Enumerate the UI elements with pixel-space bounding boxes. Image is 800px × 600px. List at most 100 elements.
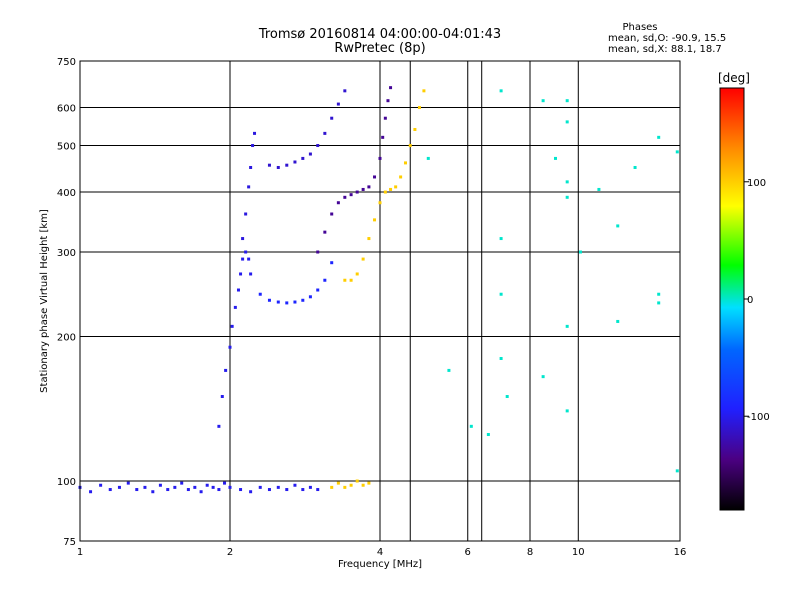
data-point: [367, 185, 371, 189]
x-tick-label: 8: [527, 547, 533, 558]
data-point: [383, 190, 387, 194]
data-point: [355, 190, 359, 194]
data-point: [267, 163, 271, 167]
data-point: [285, 301, 289, 305]
data-point: [330, 261, 334, 265]
data-point: [276, 485, 280, 489]
data-point: [330, 212, 334, 216]
y-tick-label: 750: [57, 57, 76, 68]
data-point: [117, 485, 121, 489]
x-tick-label: 16: [674, 547, 687, 558]
data-point: [151, 490, 155, 494]
data-point: [276, 300, 280, 304]
data-point: [578, 250, 582, 254]
data-point: [217, 424, 221, 428]
data-point: [426, 156, 430, 160]
x-tick-label: 2: [227, 547, 233, 558]
data-point: [373, 175, 377, 179]
data-point: [541, 99, 545, 103]
data-point: [343, 195, 347, 199]
data-point: [301, 298, 305, 302]
chart-title: Tromsø 20160814 04:00:00-04:01:43: [258, 27, 501, 42]
x-tick-label: 10: [572, 547, 585, 558]
data-point: [378, 201, 382, 205]
data-point: [258, 485, 262, 489]
data-point: [633, 165, 637, 169]
data-point: [383, 116, 387, 120]
data-point: [389, 86, 393, 90]
data-point: [233, 305, 237, 309]
x-tick-label: 4: [377, 547, 383, 558]
colorbar-label: [deg]: [718, 71, 750, 85]
data-point: [193, 485, 197, 489]
x-axis-label: Frequency [MHz]: [338, 559, 422, 570]
data-point: [316, 288, 320, 292]
data-point: [308, 485, 312, 489]
data-point: [293, 483, 297, 487]
y-tick-label: 500: [57, 142, 76, 153]
data-point: [285, 488, 289, 492]
data-points: [78, 86, 679, 494]
data-point: [241, 237, 245, 241]
data-point: [616, 319, 620, 323]
data-point: [541, 375, 545, 379]
data-point: [373, 218, 377, 222]
data-point: [597, 187, 601, 191]
data-point: [336, 481, 340, 485]
data-point: [108, 488, 112, 492]
chart-subtitle: RwPretec (8p): [334, 41, 425, 56]
data-point: [367, 481, 371, 485]
data-point: [349, 483, 353, 487]
data-point: [293, 160, 297, 164]
phases-stat-x: mean, sd,X: 88.1, 18.7: [608, 44, 722, 55]
x-tick-label: 1: [77, 547, 83, 558]
data-point: [236, 288, 240, 292]
data-point: [381, 135, 385, 139]
data-point: [349, 193, 353, 197]
colorbar-tick-label: -100: [747, 412, 770, 423]
data-point: [180, 481, 184, 485]
data-point: [316, 250, 320, 254]
data-point: [143, 485, 147, 489]
plot-frame: [79, 60, 681, 542]
data-point: [565, 409, 569, 413]
data-point: [239, 488, 243, 492]
data-point: [241, 257, 245, 261]
y-tick-label: 200: [57, 333, 76, 344]
data-point: [308, 152, 312, 156]
data-point: [285, 163, 289, 167]
x-ticks: 1 2 4 6 8 10 16: [77, 547, 687, 558]
data-point: [565, 99, 569, 103]
data-point: [267, 298, 271, 302]
data-point: [166, 488, 170, 492]
data-point: [217, 488, 221, 492]
data-point: [308, 295, 312, 299]
data-point: [361, 187, 365, 191]
data-point: [99, 483, 103, 487]
colorbar-ticks: 100 0 -100: [744, 178, 770, 423]
data-point: [447, 368, 451, 372]
colorbar-tick-label: 0: [747, 295, 753, 306]
data-point: [349, 278, 353, 282]
data-point: [316, 488, 320, 492]
data-point: [378, 156, 382, 160]
data-point: [249, 272, 253, 276]
data-point: [657, 135, 661, 139]
data-point: [657, 292, 661, 296]
data-point: [323, 230, 327, 234]
phases-header: Phases: [622, 22, 657, 33]
data-point: [675, 150, 679, 154]
data-point: [211, 485, 215, 489]
data-point: [230, 324, 234, 328]
data-point: [408, 144, 412, 148]
data-point: [386, 99, 390, 103]
data-point: [316, 144, 320, 148]
data-point: [389, 187, 393, 191]
y-tick-label: 75: [63, 537, 76, 548]
data-point: [293, 300, 297, 304]
data-point: [553, 156, 557, 160]
data-point: [228, 485, 232, 489]
data-point: [258, 292, 262, 296]
data-point: [244, 212, 248, 216]
